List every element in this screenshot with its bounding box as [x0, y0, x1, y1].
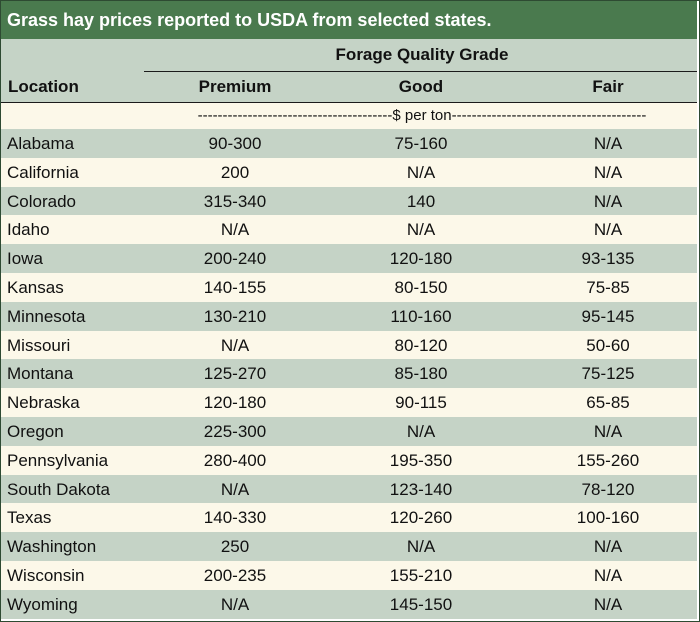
cell-fair: 65-85 [586, 393, 630, 413]
cell-premium: 90-300 [208, 134, 262, 153]
cell-location: Kansas [7, 277, 64, 297]
cell-fair: N/A [593, 191, 623, 211]
cell-location: Texas [7, 508, 52, 528]
cell-location: Montana [7, 364, 74, 384]
cell-fair: N/A [593, 162, 623, 182]
table-row: Idaho N/A N/A N/A [1, 215, 697, 245]
table-row: Pennsylvania 280-400 195-350 155-260 [1, 445, 697, 475]
cell-location: California [7, 162, 79, 182]
cell-good: 120-260 [389, 508, 453, 528]
table-row: Colorado 315-340 140 N/A [1, 186, 697, 216]
cell-location: South Dakota [7, 479, 111, 499]
group-header-rule [144, 71, 697, 72]
unit-row: ---------------------------------------$… [1, 103, 697, 129]
table-row: Wyoming N/A 145-150 N/A [1, 589, 697, 619]
cell-fair: 50-60 [586, 335, 630, 355]
cell-premium: 200-235 [203, 565, 267, 585]
cell-good: 123-140 [389, 479, 453, 499]
table-row: Minnesota 130-210 110-160 95-145 [1, 301, 697, 331]
table-row: Missouri N/A 80-120 50-60 [1, 330, 697, 360]
cell-premium: 130-210 [203, 306, 267, 326]
table-row: Iowa 200-240 120-180 93-135 [1, 244, 697, 273]
cell-location: Wyoming [7, 594, 78, 614]
cell-location: Idaho [7, 220, 50, 240]
table-body: Alabama 90-300 75-160 N/A California 200 N/A N/… [1, 129, 697, 619]
cell-good: 155-210 [389, 565, 453, 585]
column-header-location: Location [8, 77, 79, 96]
cell-location: Missouri [7, 335, 71, 355]
cell-good: 110-160 [390, 306, 452, 326]
group-header-label: Forage Quality Grade [335, 45, 509, 64]
cell-good: 90-115 [395, 393, 447, 413]
header-rule [1, 102, 697, 103]
table-row: South Dakota N/A 123-140 78-120 [1, 474, 697, 504]
cell-location: Iowa [7, 249, 43, 269]
cell-premium: 140-155 [203, 277, 267, 297]
cell-good: N/A [406, 421, 436, 441]
cell-premium: N/A [220, 335, 250, 355]
cell-premium: 200-240 [203, 249, 267, 269]
cell-premium: 140-330 [203, 508, 267, 528]
table-row: Alabama 90-300 75-160 N/A [1, 129, 697, 158]
cell-fair: N/A [593, 220, 623, 240]
cell-good: 80-120 [394, 335, 448, 355]
cell-fair: N/A [593, 537, 623, 557]
cell-premium: 200 [220, 162, 250, 182]
table-row: Wisconsin 200-235 155-210 N/A [1, 560, 697, 590]
cell-premium: 120-180 [203, 393, 267, 413]
cell-premium: 250 [220, 537, 250, 557]
column-header-fair: Fair [592, 77, 624, 96]
cell-good: N/A [406, 220, 436, 240]
cell-premium: 225-300 [203, 421, 267, 441]
unit-label: ---------------------------------------$… [197, 107, 647, 124]
cell-fair: 100-160 [576, 508, 640, 528]
table-row: Montana 125-270 85-180 75-125 [1, 359, 697, 389]
cell-fair: 75-125 [581, 364, 635, 384]
cell-fair: N/A [593, 594, 623, 614]
cell-premium: 125-270 [203, 364, 267, 384]
table-header: Forage Quality Grade Location Premium Go… [1, 39, 697, 103]
cell-location: Pennsylvania [7, 450, 109, 470]
cell-good: N/A [406, 537, 436, 557]
cell-fair: 155-260 [576, 450, 640, 470]
cell-good: 80-150 [394, 277, 448, 297]
table-row: Oregon 225-300 N/A N/A [1, 416, 697, 446]
table-row: Nebraska 120-180 90-115 65-85 [1, 388, 697, 417]
cell-good: 195-350 [389, 450, 453, 470]
cell-fair: 75-85 [586, 277, 630, 297]
cell-fair: N/A [593, 421, 623, 441]
cell-location: Wisconsin [7, 565, 85, 585]
table-row: Washington 250 N/A N/A [1, 532, 697, 561]
cell-location: Washington [7, 537, 97, 557]
cell-location: Oregon [7, 421, 64, 441]
cell-good: 75-160 [394, 134, 448, 153]
cell-good: N/A [406, 162, 436, 182]
cell-location: Nebraska [7, 393, 80, 413]
cell-good: 120-180 [389, 249, 453, 269]
cell-fair: 93-135 [581, 249, 635, 269]
cell-premium: 280-400 [203, 450, 267, 470]
cell-premium: N/A [220, 220, 250, 240]
cell-good: 145-150 [389, 594, 453, 614]
cell-fair: 95-145 [581, 306, 635, 326]
column-header-good: Good [398, 77, 444, 96]
table-row: Texas 140-330 120-260 100-160 [1, 503, 697, 533]
table-title: Grass hay prices reported to USDA from s… [1, 1, 697, 39]
cell-location: Colorado [7, 191, 76, 211]
cell-good: 140 [406, 191, 436, 211]
table-row: California 200 N/A N/A [1, 157, 697, 187]
column-header-premium: Premium [198, 77, 272, 96]
cell-location: Minnesota [7, 306, 86, 326]
cell-fair: N/A [593, 134, 623, 153]
table-row: Kansas 140-155 80-150 75-85 [1, 272, 697, 302]
cell-fair: N/A [593, 565, 623, 585]
cell-premium: 315-340 [203, 191, 267, 211]
cell-good: 85-180 [394, 364, 448, 384]
cell-fair: 78-120 [581, 479, 635, 499]
cell-location: Alabama [7, 134, 75, 153]
cell-premium: N/A [220, 594, 250, 614]
cell-premium: N/A [220, 479, 250, 499]
